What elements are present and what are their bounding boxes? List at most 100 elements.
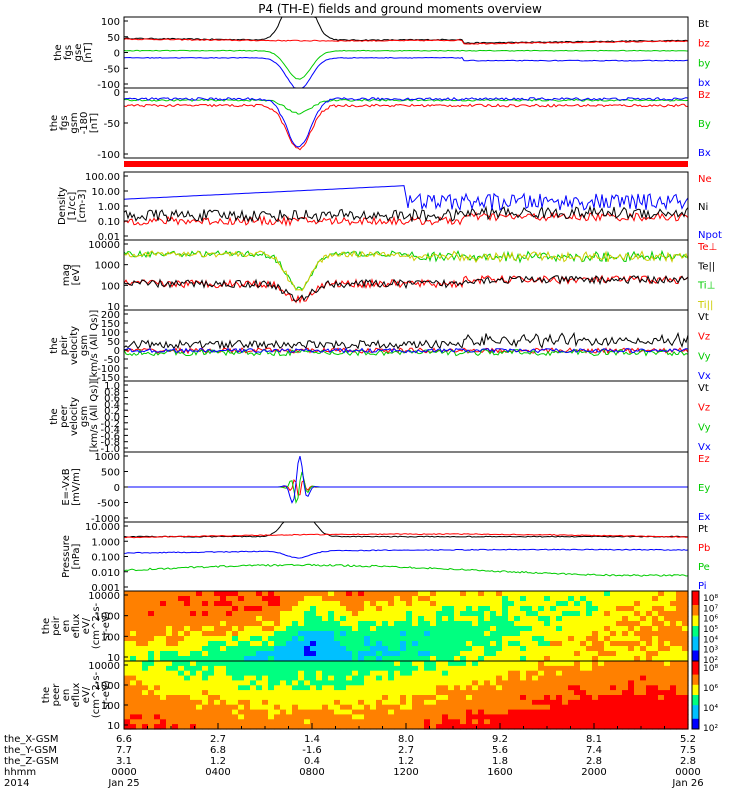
heat-cell xyxy=(484,641,491,647)
ytick-label: -0.2 xyxy=(100,419,120,430)
xaxis-value: 0.4 xyxy=(304,756,320,767)
heat-cell xyxy=(394,670,401,677)
heat-cell xyxy=(628,724,635,730)
heat-cell xyxy=(328,646,335,652)
heat-cell xyxy=(352,695,359,701)
heat-cell xyxy=(328,616,335,622)
heat-cell xyxy=(406,699,413,706)
heat-cell xyxy=(196,724,203,730)
heat-cell xyxy=(520,601,527,607)
heat-cell xyxy=(256,591,263,597)
heat-cell xyxy=(646,699,653,706)
heat-cell xyxy=(364,685,371,691)
heat-cell xyxy=(424,591,431,597)
heat-cell xyxy=(670,709,677,716)
heat-cell xyxy=(136,719,143,725)
heat-cell xyxy=(232,616,239,622)
heat-cell xyxy=(592,690,599,696)
heat-cell xyxy=(466,670,473,677)
heat-cell xyxy=(340,631,347,637)
heat-cell xyxy=(544,670,551,677)
heat-cell xyxy=(664,690,671,696)
heat-cell xyxy=(418,695,425,701)
heat-cell xyxy=(454,636,461,642)
heat-cell xyxy=(226,631,233,637)
heat-cell xyxy=(400,631,407,637)
ylabel-line: velocity xyxy=(69,397,80,436)
ytick-label: -100 xyxy=(97,80,120,91)
heat-cell xyxy=(232,699,239,706)
heat-cell xyxy=(310,591,317,597)
heat-cell xyxy=(124,704,131,711)
heat-cell xyxy=(352,665,359,672)
heat-cell xyxy=(472,611,479,617)
colorbar-label: 10⁴ xyxy=(703,635,718,645)
heat-cell xyxy=(640,685,647,691)
heat-cell xyxy=(400,719,407,725)
heat-cell xyxy=(304,704,311,711)
heat-cell xyxy=(280,724,287,730)
heat-cell xyxy=(334,680,341,686)
heat-cell xyxy=(364,616,371,622)
heat-cell xyxy=(154,719,161,725)
heat-cell xyxy=(646,596,653,602)
heat-cell xyxy=(532,596,539,602)
heat-cell xyxy=(430,695,437,701)
heat-cell xyxy=(556,631,563,637)
heat-cell xyxy=(424,709,431,716)
heat-cell xyxy=(646,651,653,657)
heat-cell xyxy=(574,680,581,686)
heat-cell xyxy=(208,626,215,632)
heat-cell xyxy=(634,601,641,607)
heat-cell xyxy=(166,616,173,622)
heat-cell xyxy=(364,680,371,686)
heat-cell xyxy=(628,670,635,677)
heat-cell xyxy=(196,675,203,682)
heat-cell xyxy=(616,690,623,696)
heat-cell xyxy=(316,661,323,667)
heat-cell xyxy=(352,651,359,657)
heat-cell xyxy=(532,646,539,652)
heat-cell xyxy=(598,685,605,691)
heat-cell xyxy=(340,675,347,682)
heat-cell xyxy=(568,685,575,691)
heat-cell xyxy=(364,606,371,612)
xaxis-row-label: the_X-GSM xyxy=(4,734,58,745)
heat-cell xyxy=(298,606,305,612)
heat-cell xyxy=(484,636,491,642)
heat-cell xyxy=(310,714,317,720)
heat-cell xyxy=(286,695,293,701)
heat-cell xyxy=(208,680,215,686)
colorbar-swatch xyxy=(692,643,699,648)
heat-cell xyxy=(352,719,359,725)
heat-cell xyxy=(652,626,659,632)
heat-cell xyxy=(640,665,647,672)
heat-cell xyxy=(388,699,395,706)
heat-cell xyxy=(496,719,503,725)
colorbar-label: 10⁶ xyxy=(703,615,718,625)
heat-cell xyxy=(652,601,659,607)
heat-cell xyxy=(256,601,263,607)
heat-cell xyxy=(322,661,329,667)
legend-fgs_gse: bx xyxy=(698,78,710,89)
legend-temperature: Te⊥ xyxy=(697,242,717,253)
heat-cell xyxy=(586,670,593,677)
heat-cell xyxy=(244,704,251,711)
heat-cell xyxy=(280,606,287,612)
heat-cell xyxy=(592,724,599,730)
heat-cell xyxy=(676,656,683,662)
heat-cell xyxy=(586,631,593,637)
heat-cell xyxy=(502,680,509,686)
heat-cell xyxy=(214,611,221,617)
heat-cell xyxy=(676,680,683,686)
heat-cell xyxy=(454,606,461,612)
heat-cell xyxy=(304,690,311,696)
heat-cell xyxy=(556,704,563,711)
heat-cell xyxy=(214,690,221,696)
heat-cell xyxy=(172,646,179,652)
heat-cell xyxy=(574,670,581,677)
heat-cell xyxy=(550,641,557,647)
ytick-label: 100.00 xyxy=(85,172,120,183)
xaxis-value: 9.2 xyxy=(492,734,508,745)
heat-cell xyxy=(292,651,299,657)
